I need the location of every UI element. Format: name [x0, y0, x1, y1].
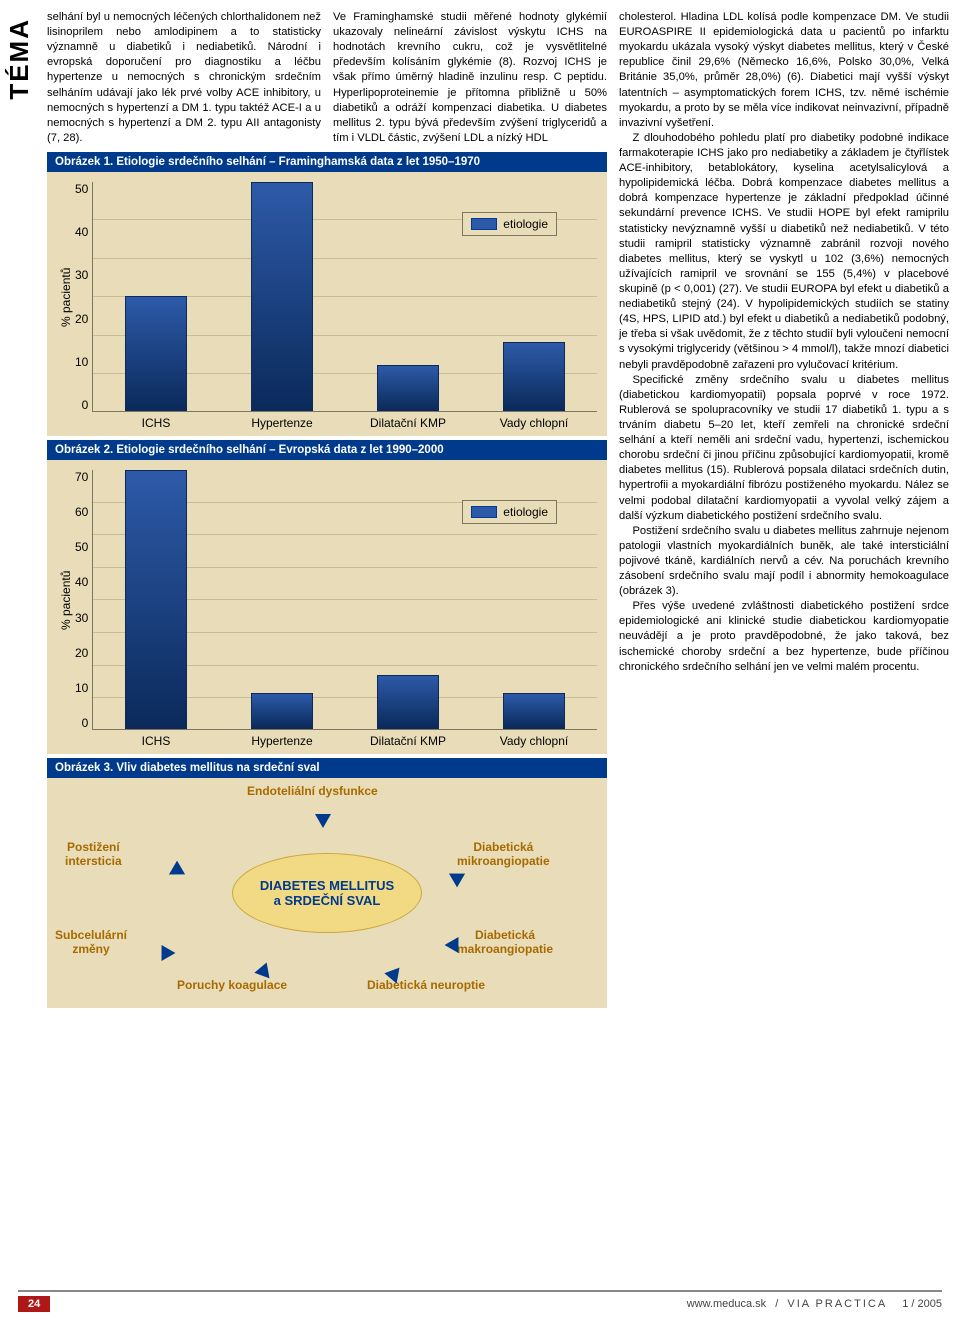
- bar: [503, 342, 565, 411]
- x-tick: Hypertenze: [219, 416, 345, 430]
- diagram-title: Obrázek 3. Vliv diabetes mellitus na srd…: [47, 758, 607, 778]
- page-number: 24: [18, 1296, 50, 1312]
- diagram-node-right2: Diabetickámakroangiopatie: [457, 928, 553, 957]
- bar: [251, 182, 313, 411]
- chart2-legend: etiologie: [462, 500, 557, 524]
- y-tick: 10: [75, 681, 88, 695]
- chart1-plot: etiologie: [92, 182, 597, 412]
- x-tick: Vady chlopní: [471, 734, 597, 748]
- paragraph: Specifické změny srdečního svalu u diabe…: [619, 373, 949, 524]
- y-tick: 30: [75, 611, 88, 625]
- footer-issue: 1 / 2005: [902, 1298, 942, 1310]
- bar: [377, 365, 439, 411]
- chart2: % pacientů 70 60 50 40 30 20 10 0 etiologie ICH…: [47, 460, 607, 754]
- page-footer: 24 www.meduca.sk / VIA PRACTICA 1 / 2005: [18, 1290, 942, 1320]
- chart2-yticks: 70 60 50 40 30 20 10 0: [75, 470, 92, 730]
- x-tick: Dilatační KMP: [345, 416, 471, 430]
- bar: [125, 296, 187, 411]
- diagram-node-top: Endoteliální dysfunkce: [247, 784, 378, 798]
- chart2-ylabel: % pacientů: [57, 470, 75, 730]
- section-tab: TÉMA: [0, 12, 39, 106]
- diagram-node-bottom2: Diabetická neuroptie: [367, 978, 485, 992]
- chart1-legend: etiologie: [462, 212, 557, 236]
- diagram-node-bottom1: Poruchy koagulace: [177, 978, 287, 992]
- x-tick: ICHS: [93, 416, 219, 430]
- diagram-arrow: [445, 867, 465, 888]
- intro-right: Ve Framinghamské studii měřené hodnoty g…: [333, 10, 607, 146]
- diagram-center: DIABETES MELLITUSa SRDEČNÍ SVAL: [232, 853, 422, 933]
- diagram-node-left1: Postiženíintersticia: [65, 840, 122, 869]
- legend-label: etiologie: [503, 505, 548, 519]
- paragraph: Z dlouhodobého pohledu platí pro diabeti…: [619, 131, 949, 373]
- y-tick: 40: [75, 575, 88, 589]
- y-tick: 60: [75, 505, 88, 519]
- chart1-yticks: 50 40 30 20 10 0: [75, 182, 92, 412]
- y-tick: 50: [75, 182, 88, 196]
- diagram-node-right1: Diabetickámikroangiopatie: [457, 840, 550, 869]
- diagram-node-left2: Subcelulárnízměny: [55, 928, 127, 957]
- footer-site: www.meduca.sk: [687, 1298, 766, 1310]
- x-tick: Vady chlopní: [471, 416, 597, 430]
- bar: [251, 693, 313, 729]
- y-tick: 0: [75, 716, 88, 730]
- y-tick: 20: [75, 312, 88, 326]
- y-tick: 10: [75, 355, 88, 369]
- y-tick: 30: [75, 268, 88, 282]
- legend-label: etiologie: [503, 217, 548, 231]
- intro-left: selhání byl u nemocných léčených chlorth…: [47, 10, 321, 146]
- x-tick: Dilatační KMP: [345, 734, 471, 748]
- x-tick: ICHS: [93, 734, 219, 748]
- y-tick: 40: [75, 225, 88, 239]
- y-tick: 20: [75, 646, 88, 660]
- chart1: % pacientů 50 40 30 20 10 0 etiologie ICHSHyp…: [47, 172, 607, 436]
- diagram-arrow: [315, 814, 331, 828]
- diagram: DIABETES MELLITUSa SRDEČNÍ SVAL Endoteli…: [47, 778, 607, 1008]
- bar: [503, 693, 565, 729]
- y-tick: 0: [75, 398, 88, 412]
- chart1-title: Obrázek 1. Etiologie srdečního selhání –…: [47, 152, 607, 172]
- paragraph: Postižení srdečního svalu u diabetes mel…: [619, 524, 949, 600]
- chart2-plot: etiologie: [92, 470, 597, 730]
- diagram-arrow: [155, 945, 176, 965]
- diagram-arrow: [165, 861, 185, 882]
- intro-columns: selhání byl u nemocných léčených chlorth…: [47, 10, 607, 146]
- legend-swatch: [471, 506, 497, 518]
- chart1-xticks: ICHSHypertenzeDilatační KMPVady chlopní: [57, 412, 597, 430]
- right-column-text: cholesterol. Hladina LDL kolísá podle ko…: [619, 10, 949, 675]
- x-tick: Hypertenze: [219, 734, 345, 748]
- paragraph: Přes výše uvedené zvláštnosti diabetické…: [619, 599, 949, 675]
- bar: [125, 470, 187, 729]
- paragraph: cholesterol. Hladina LDL kolísá podle ko…: [619, 10, 949, 131]
- chart1-ylabel: % pacientů: [57, 182, 75, 412]
- legend-swatch: [471, 218, 497, 230]
- footer-brand: VIA PRACTICA: [787, 1298, 887, 1310]
- chart2-xticks: ICHSHypertenzeDilatační KMPVady chlopní: [57, 730, 597, 748]
- bar: [377, 675, 439, 729]
- y-tick: 50: [75, 540, 88, 554]
- y-tick: 70: [75, 470, 88, 484]
- chart2-title: Obrázek 2. Etiologie srdečního selhání –…: [47, 440, 607, 460]
